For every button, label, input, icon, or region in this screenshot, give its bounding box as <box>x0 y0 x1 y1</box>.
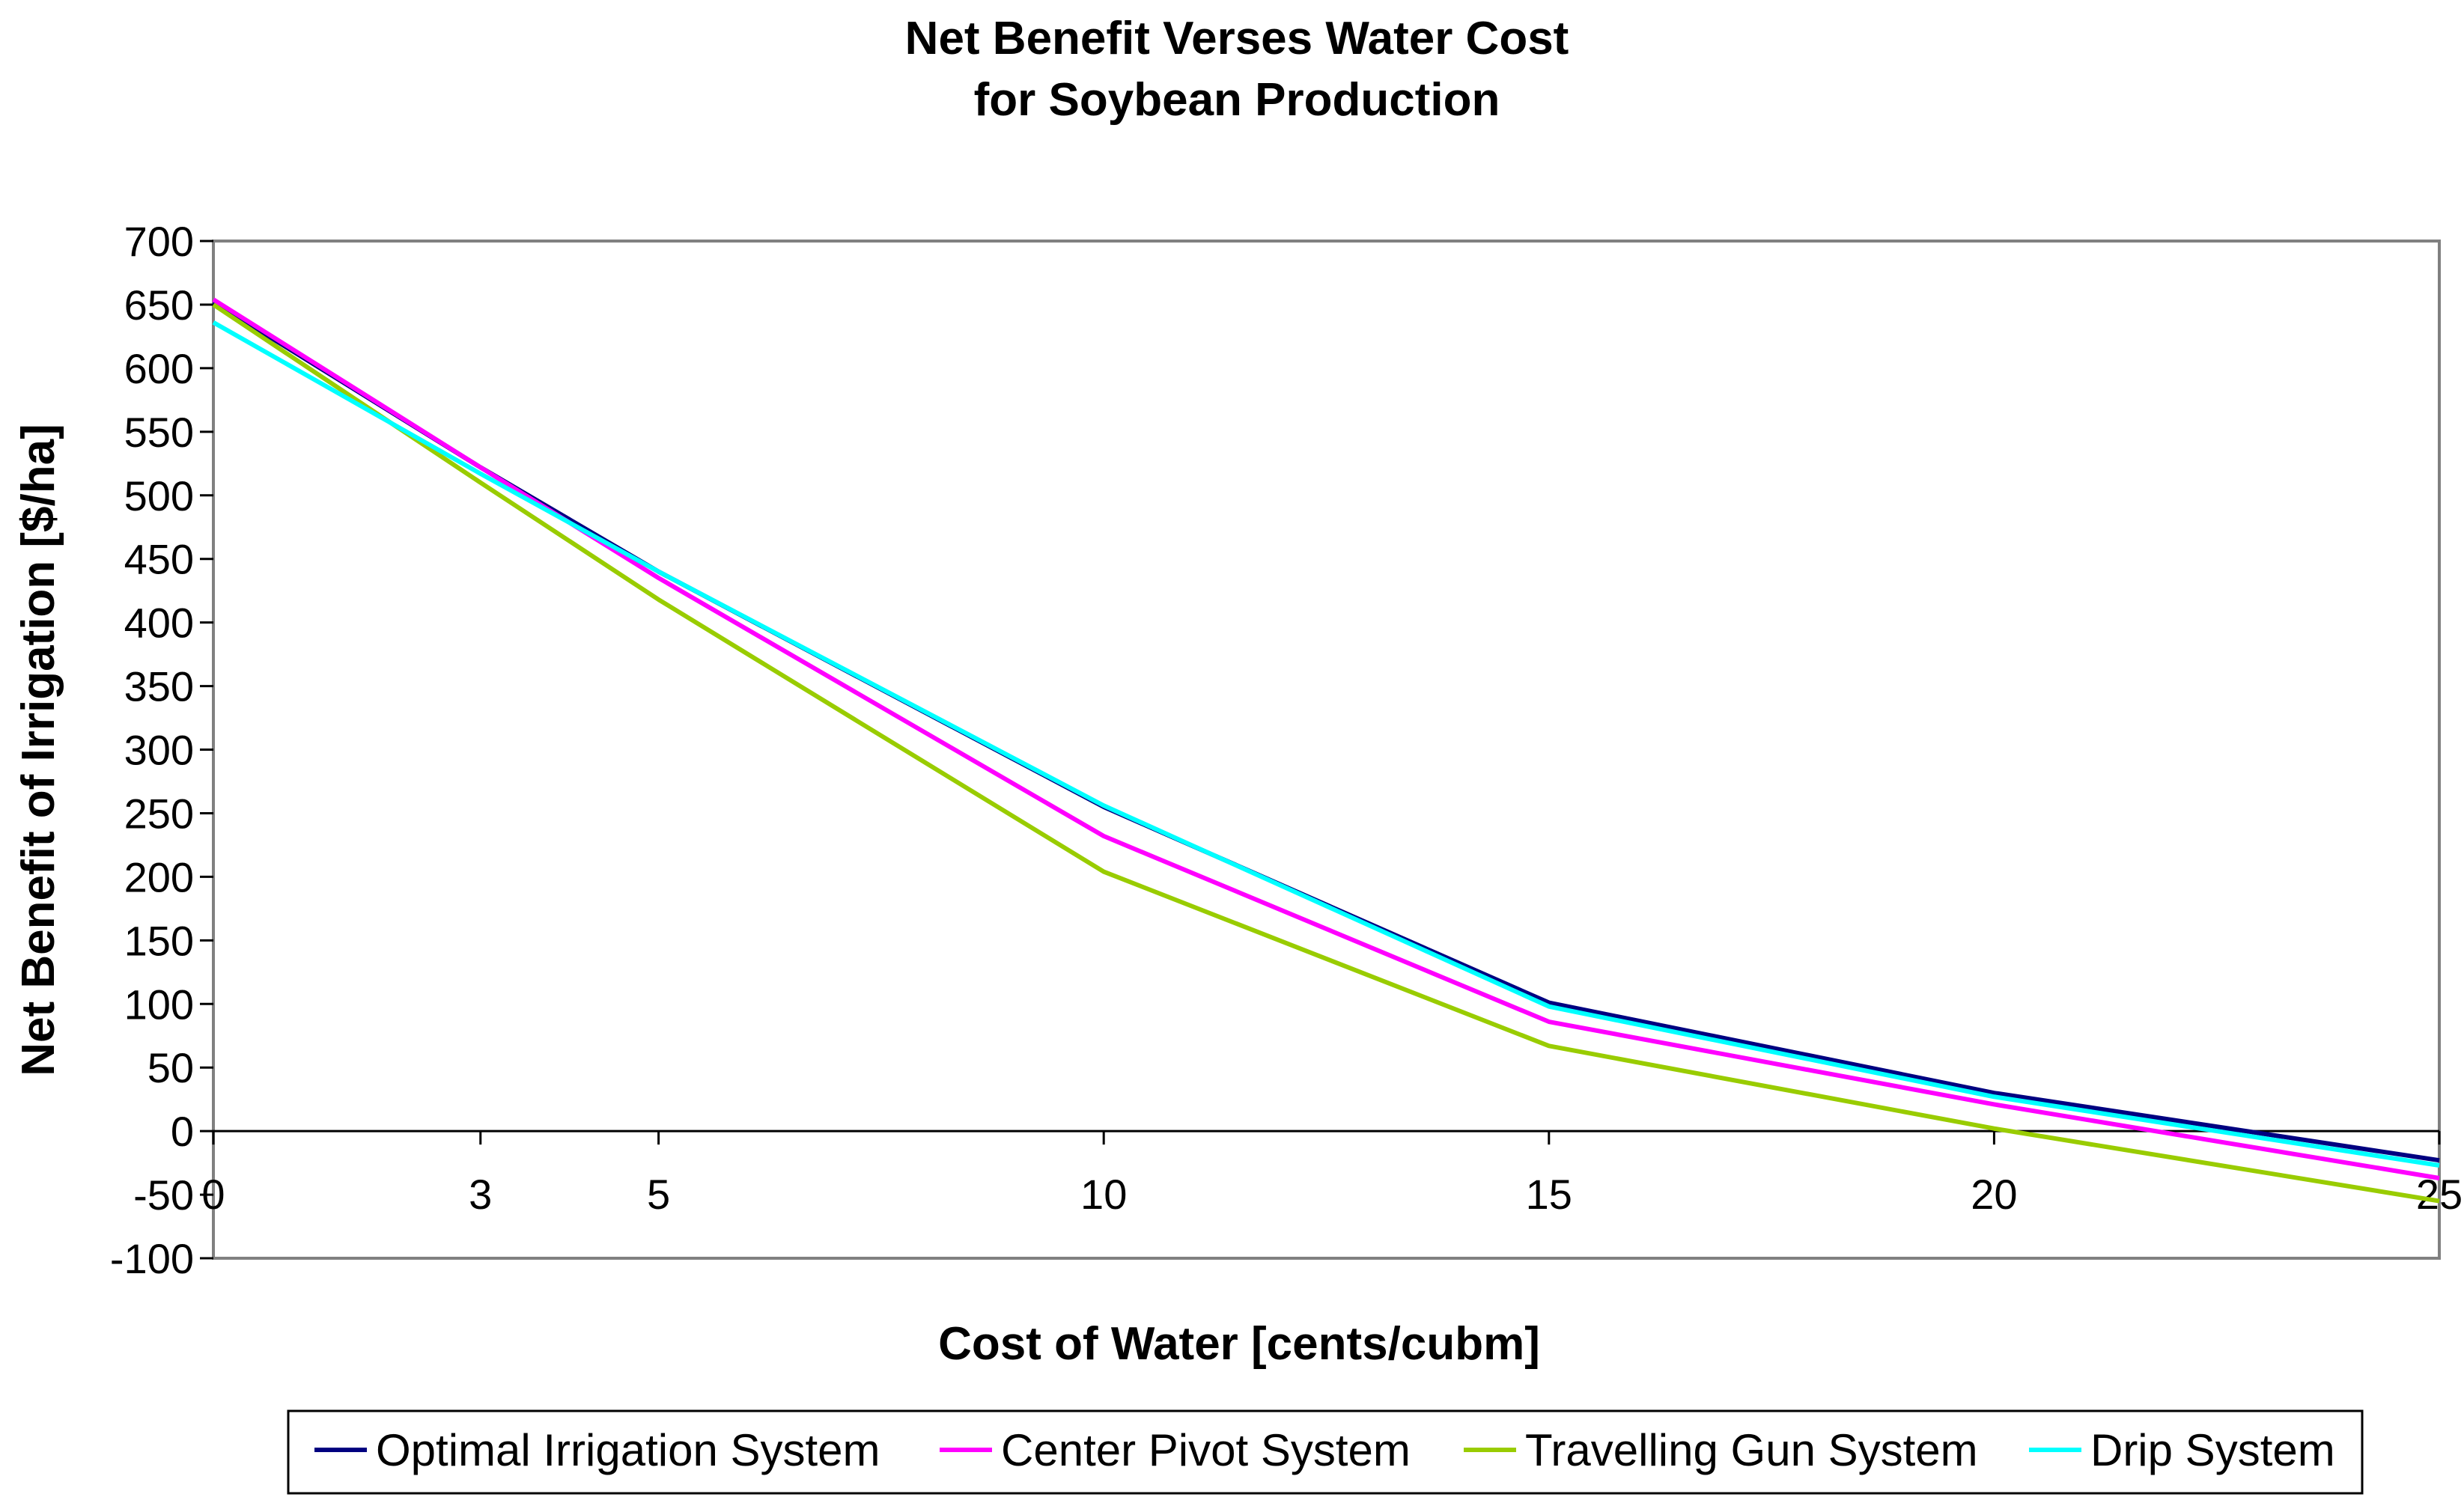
legend-label: Center Pivot System <box>1001 1425 1411 1475</box>
series-line <box>212 320 2440 1168</box>
legend: Optimal Irrigation System Center Pivot Sy… <box>287 1409 2364 1495</box>
y-tick-label: -50 <box>133 1171 194 1219</box>
y-tick-label: 0 <box>171 1108 194 1155</box>
y-axis-title: Net Benefit of Irrigation [$/ha] <box>13 424 64 1076</box>
legend-label: Drip System <box>2090 1425 2335 1475</box>
x-axis-title: Cost of Water [cents/cubm] <box>938 1318 1540 1370</box>
y-tick-label: 500 <box>124 472 194 519</box>
y-tick-label: 650 <box>124 281 194 329</box>
y-tick-label: 350 <box>124 663 194 710</box>
x-tick-label: 0 <box>201 1171 225 1218</box>
legend-item: Drip System <box>2029 1425 2335 1475</box>
legend-item: Optimal Irrigation System <box>314 1425 880 1475</box>
y-tick-label: 400 <box>124 600 194 647</box>
x-tick-label: 3 <box>469 1171 492 1218</box>
y-tick-label: 250 <box>124 790 194 837</box>
y-tick-label: -100 <box>110 1235 194 1282</box>
x-axis: 0 3 5 10 15 20 25 <box>201 1130 2463 1218</box>
x-tick-label: 15 <box>1526 1171 1572 1218</box>
chart-title: Net Benefit Verses Water Cost <box>905 13 1569 64</box>
legend-box <box>287 1409 2364 1495</box>
y-tick-label: 700 <box>124 218 194 265</box>
series-lines <box>212 297 2440 1204</box>
y-tick-label: 200 <box>124 853 194 900</box>
x-tick-label: 5 <box>647 1171 670 1218</box>
y-tick-label: 300 <box>124 727 194 774</box>
legend-item: Center Pivot System <box>940 1425 1411 1475</box>
legend-item: Travelling Gun System <box>1464 1425 1978 1475</box>
y-tick-label: 600 <box>124 345 194 392</box>
series-line <box>212 297 2440 1180</box>
plot-area <box>212 240 2441 1260</box>
y-tick-label: 550 <box>124 409 194 456</box>
x-tick-label: 20 <box>1971 1171 2017 1218</box>
x-tick-label: 25 <box>2416 1171 2463 1218</box>
legend-label: Optimal Irrigation System <box>376 1425 880 1475</box>
y-tick-label: 50 <box>147 1044 194 1091</box>
y-axis: 7006506005505004504003503002502001501005… <box>110 218 213 1282</box>
series-line <box>212 302 2440 1204</box>
y-tick-label: 150 <box>124 917 194 964</box>
chart-subtitle: for Soybean Production <box>974 74 1500 126</box>
y-tick-label: 100 <box>124 981 194 1028</box>
x-tick-label: 10 <box>1080 1171 1127 1218</box>
y-tick-label: 450 <box>124 536 194 583</box>
legend-label: Travelling Gun System <box>1525 1425 1978 1475</box>
